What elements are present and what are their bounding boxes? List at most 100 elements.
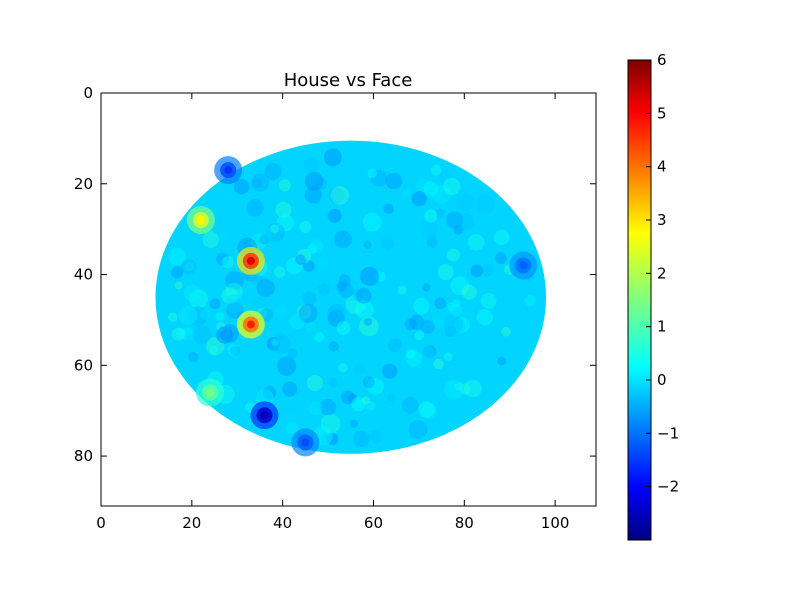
texture-blob xyxy=(304,186,322,204)
texture-blob xyxy=(464,379,482,398)
texture-blob xyxy=(420,319,435,334)
texture-blob xyxy=(205,337,225,356)
texture-blob xyxy=(334,230,352,249)
texture-blob xyxy=(317,258,329,269)
texture-blob xyxy=(443,314,463,335)
texture-blob xyxy=(352,289,365,302)
texture-blob xyxy=(202,231,220,248)
colorbar-tick-label: −1 xyxy=(657,424,679,442)
texture-blob xyxy=(431,164,442,176)
texture-blob xyxy=(443,267,458,282)
texture-blob xyxy=(336,281,347,292)
y-tick-label: 0 xyxy=(83,84,93,102)
texture-blob xyxy=(397,285,407,295)
x-tick-label: 20 xyxy=(182,514,201,532)
y-tick-label: 60 xyxy=(74,356,93,374)
texture-blob xyxy=(493,229,510,246)
texture-blob xyxy=(319,398,337,416)
texture-blob xyxy=(365,400,376,411)
texture-blob xyxy=(480,292,497,309)
x-tick-label: 100 xyxy=(541,514,570,532)
texture-blob xyxy=(347,393,358,404)
hotspot xyxy=(236,310,265,339)
texture-blob xyxy=(276,214,295,232)
texture-blob xyxy=(200,309,211,320)
texture-blob xyxy=(287,348,298,359)
texture-blob xyxy=(475,195,495,215)
texture-blob xyxy=(359,266,380,287)
texture-blob xyxy=(382,363,398,379)
texture-blob xyxy=(180,327,195,341)
texture-blob xyxy=(233,178,250,195)
texture-blob xyxy=(185,334,195,344)
texture-blob xyxy=(305,321,317,333)
texture-blob xyxy=(265,222,286,243)
texture-blob xyxy=(411,190,427,207)
texture-blob xyxy=(221,287,239,305)
texture-blob xyxy=(375,271,386,282)
texture-blob xyxy=(246,199,264,217)
texture-blob xyxy=(446,248,461,262)
texture-blob xyxy=(308,262,318,272)
texture-blob xyxy=(341,390,355,405)
texture-blob xyxy=(216,322,226,332)
texture-blob xyxy=(338,363,348,373)
texture-blob xyxy=(302,291,317,306)
texture-blob xyxy=(444,325,457,338)
texture-blob xyxy=(252,274,263,285)
texture-blob xyxy=(359,316,379,337)
texture-blob xyxy=(439,170,454,185)
texture-blob xyxy=(353,363,366,375)
texture-blob xyxy=(418,401,435,418)
texture-blob xyxy=(470,264,484,278)
texture-blob xyxy=(452,299,461,308)
texture-blob xyxy=(325,432,339,446)
texture-blob xyxy=(184,284,202,302)
texture-blob xyxy=(355,288,372,304)
texture-blob xyxy=(176,327,186,337)
hotspot xyxy=(186,206,215,235)
texture-blob xyxy=(449,304,463,317)
colorbar-axis: 6 5 4 3 2 1 0 −1 −2 xyxy=(646,51,679,496)
texture-blob xyxy=(349,419,358,428)
texture-blob xyxy=(414,330,425,341)
texture-blob xyxy=(328,341,339,352)
texture-blob xyxy=(476,309,493,326)
texture-blob xyxy=(434,208,445,219)
texture-blob xyxy=(362,376,375,389)
y-tick-label: 40 xyxy=(74,266,93,284)
texture-blob xyxy=(433,358,444,370)
texture-blob xyxy=(266,337,281,351)
texture-blob xyxy=(188,352,199,363)
texture-blob xyxy=(215,326,234,344)
texture-blob xyxy=(437,264,454,281)
texture-blob xyxy=(282,381,298,397)
texture-blob xyxy=(225,271,245,290)
texture-blob xyxy=(443,352,453,361)
texture-blob xyxy=(355,300,374,319)
texture-blob xyxy=(402,344,412,354)
texture-blob xyxy=(473,293,482,302)
texture-blob xyxy=(363,241,372,250)
hotspot xyxy=(250,401,279,430)
texture-blob xyxy=(367,377,384,395)
texture-blob xyxy=(178,305,198,326)
texture-blob xyxy=(327,208,342,223)
texture-blob xyxy=(306,374,324,392)
texture-blob xyxy=(422,283,431,292)
colorbar-tick-label: 6 xyxy=(657,51,667,69)
texture-blob xyxy=(215,311,225,321)
texture-blob xyxy=(278,179,291,192)
texture-blob xyxy=(318,283,331,296)
colorbar xyxy=(627,59,652,541)
texture-blob xyxy=(264,162,282,180)
texture-blob xyxy=(269,224,279,234)
texture-blob xyxy=(443,177,461,195)
texture-blob xyxy=(453,224,464,235)
texture-blob xyxy=(307,244,318,255)
texture-blob xyxy=(352,269,364,281)
texture-blob xyxy=(277,356,297,376)
texture-blob xyxy=(497,356,507,366)
y-tick-label: 80 xyxy=(74,447,93,465)
colorbar-tick-label: 3 xyxy=(657,211,667,229)
